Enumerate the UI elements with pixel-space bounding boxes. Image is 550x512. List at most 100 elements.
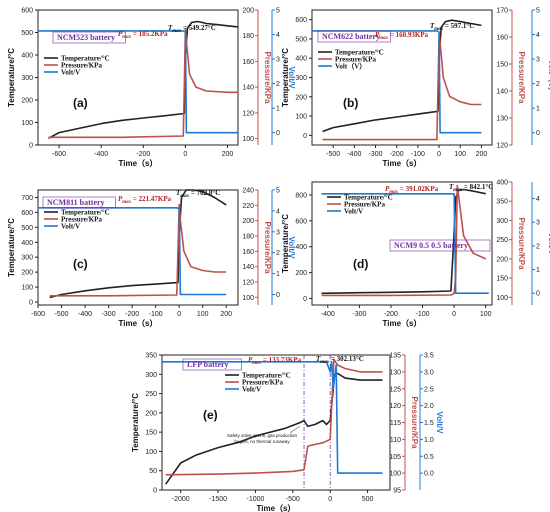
x-tick-label: 100 xyxy=(480,311,492,318)
y-left-tick-label: 400 xyxy=(21,240,33,247)
chart-panel-d: -400 -300 -200 -100 0 100 Time（s） 0 200 400 600 800… xyxy=(281,180,550,329)
y-right1-tick-label: 95 xyxy=(393,488,401,495)
y-right1-tick-label: 140 xyxy=(242,85,254,92)
y-left-axis-title: Temperature/°C xyxy=(7,48,16,107)
y-left-tick-label: 250 xyxy=(145,391,157,398)
x-axis-title: Time（s） xyxy=(119,158,158,168)
y-left-tick-label: 600 xyxy=(295,218,307,225)
y-right1-tick-label: 200 xyxy=(496,256,508,263)
series-line-right2 xyxy=(38,30,238,134)
x-tick-label: -1500 xyxy=(209,496,227,503)
y-right2-tick-label: 2.0 xyxy=(424,403,434,410)
panel-label: (c) xyxy=(73,257,88,271)
pmax-value: = 133.73KPa xyxy=(261,356,301,364)
x-tick-label: -600 xyxy=(52,151,66,158)
y-right2-tick-label: 5 xyxy=(276,8,280,15)
y-left-tick-label: 100 xyxy=(295,114,307,121)
y-left-tick-label: 600 xyxy=(21,8,33,15)
y-right1-tick-label: 115 xyxy=(390,420,401,427)
x-tick-label: 100 xyxy=(197,311,209,318)
y-right1-tick-label: 150 xyxy=(496,62,508,69)
plot-frame xyxy=(311,181,493,306)
y-right2-axis-title: Volt/V xyxy=(435,411,444,434)
legend-item: Temperature/°C xyxy=(61,55,110,63)
y-right2-tick-label: 4 xyxy=(536,32,540,39)
series-line-left2 xyxy=(48,28,238,139)
chart-panel-e: -2000 -1500 -1000 -500 0 500 Time（s） 0 50 100 150 2… xyxy=(131,353,444,512)
y-left-tick-label: 600 xyxy=(295,17,307,24)
y-right1-tick-label: 100 xyxy=(242,136,254,143)
y-right2-axis-title: Volt/V xyxy=(287,236,296,259)
annotation: Safety valve opens, gas productionbegins… xyxy=(227,425,301,444)
y-right2-tick-label: 1.0 xyxy=(424,437,434,444)
y-right1-tick-label: 130 xyxy=(496,116,508,123)
y-left-tick-label: 0 xyxy=(303,133,307,140)
pmax-value: = 391.02KPa xyxy=(398,185,438,193)
y-right1-tick-label: 130 xyxy=(389,369,401,376)
battery-label: NCM622 battery xyxy=(322,32,380,41)
x-tick-label: -400 xyxy=(94,151,108,158)
y-right1-tick-label: 240 xyxy=(242,188,254,195)
x-tick-label: -100 xyxy=(149,311,163,318)
y-left-tick-label: 50 xyxy=(149,468,157,475)
tmax-subscript: max xyxy=(180,194,189,199)
battery-label: NCM811 battery xyxy=(47,198,105,207)
x-tick-label: -100 xyxy=(416,311,430,318)
legend-item: Pressure/KPa xyxy=(335,56,376,64)
tmax-subscript: max xyxy=(453,188,462,193)
x-tick-label: -1000 xyxy=(246,496,264,503)
x-tick-label: -300 xyxy=(369,151,383,158)
y-right1-tick-label: 100 xyxy=(389,471,401,478)
y-right1-tick-label: 140 xyxy=(496,89,508,96)
pmax-annotation: Pmax = 133.73KPa xyxy=(248,356,302,366)
legend-item: Pressure/KPa xyxy=(61,62,102,70)
series-line-right2 xyxy=(321,193,489,295)
pmax-symbol: P xyxy=(375,31,380,39)
y-left-tick-label: 0 xyxy=(303,296,307,303)
tmax-value: = 842.1°C xyxy=(462,183,493,191)
y-left-tick-label: 500 xyxy=(21,30,33,37)
x-axis-title: Time（s） xyxy=(383,158,422,168)
pmax-value: = 221.47KPa xyxy=(131,195,171,203)
y-right2-tick-label: 4 xyxy=(276,32,280,39)
y-left-tick-label: 100 xyxy=(145,449,157,456)
legend-item: Volt/V xyxy=(344,208,363,216)
y-right1-tick-label: 150 xyxy=(496,276,508,283)
y-right1-tick-label: 170 xyxy=(496,8,508,15)
y-right1-tick-label: 220 xyxy=(242,203,254,210)
x-tick-label: -200 xyxy=(125,311,139,318)
y-left-tick-label: 400 xyxy=(295,244,307,251)
y-left-tick-label: 800 xyxy=(295,192,307,199)
tmax-subscript: max xyxy=(320,360,329,365)
y-left-tick-label: 300 xyxy=(295,75,307,82)
legend-item: Pressure/KPa xyxy=(61,216,102,224)
tmax-value: = 597.1°C xyxy=(443,22,474,30)
y-left-tick-label: 200 xyxy=(21,270,33,277)
y-right1-axis-title: Pressure/KPa xyxy=(263,51,272,104)
y-right2-tick-label: 1 xyxy=(536,267,540,274)
tmax-symbol: T xyxy=(176,189,181,197)
battery-label-box xyxy=(52,31,126,44)
x-tick-label: -200 xyxy=(136,151,150,158)
legend-item: Pressure/KPa xyxy=(242,379,283,387)
x-tick-label: 0 xyxy=(452,311,456,318)
y-right1-tick-label: 200 xyxy=(242,218,254,225)
y-right2-tick-label: 2 xyxy=(276,250,280,257)
battery-label-box xyxy=(389,239,491,252)
x-tick-label: 500 xyxy=(362,496,374,503)
series-line-left2 xyxy=(165,358,383,476)
y-right2-tick-label: 1 xyxy=(536,106,540,113)
tmax-subscript: max xyxy=(434,27,443,32)
x-tick-label: -300 xyxy=(352,311,366,318)
y-right2-tick-label: 2 xyxy=(536,243,540,250)
x-tick-label: 0 xyxy=(437,151,441,158)
legend-item: Temperature/°C xyxy=(242,372,291,380)
tmax-symbol: T xyxy=(449,183,454,191)
y-right2-tick-label: 0 xyxy=(276,292,280,299)
y-left-axis-title: Temperature/°C xyxy=(7,218,16,277)
annotation-pointer xyxy=(289,425,301,434)
tmax-annotation: Tmax = 302.13°C xyxy=(316,355,364,365)
y-left-tick-label: 200 xyxy=(21,98,33,105)
legend-item: Pressure/KPa xyxy=(344,201,385,209)
